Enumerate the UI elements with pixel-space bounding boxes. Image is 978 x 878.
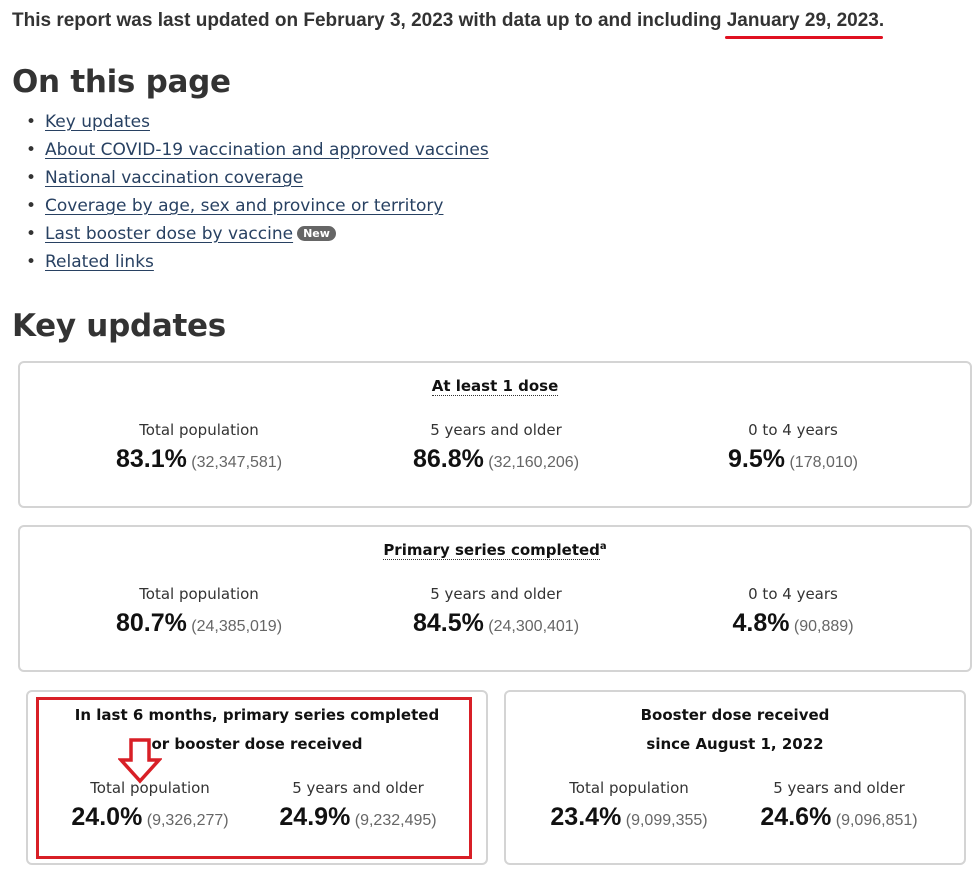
stat-label: Total population <box>139 585 259 603</box>
down-arrow-icon <box>118 738 162 784</box>
toc-link-related-links[interactable]: Related links <box>45 252 154 272</box>
card-booster-dose: Booster dose received since August 1, 20… <box>504 690 966 865</box>
card-title-line-2: or booster dose received <box>151 735 363 753</box>
new-badge: New <box>297 226 336 241</box>
footnote-marker[interactable]: a <box>599 541 607 552</box>
stat-percent: 86.8% <box>412 445 484 473</box>
toc-item: About COVID-19 vaccination and approved … <box>26 136 489 164</box>
card-title: At least 1 dose <box>431 377 559 396</box>
stat-count: (32,160,206) <box>488 454 580 471</box>
stat-count: (9,326,277) <box>146 812 229 829</box>
stat-label: 5 years and older <box>430 421 562 439</box>
toc-item: Coverage by age, sex and province or ter… <box>26 192 489 220</box>
stat-label: 5 years and older <box>430 585 562 603</box>
toc-link-national-coverage[interactable]: National vaccination coverage <box>45 168 304 188</box>
stat-total-population: Total population 83.1% (32,347,581) <box>49 421 349 474</box>
stat-count: (24,300,401) <box>488 618 580 635</box>
stat-total-population: Total population 80.7% (24,385,019) <box>49 585 349 638</box>
toc-link-last-booster[interactable]: Last booster dose by vaccine <box>45 224 294 244</box>
stat-count: (9,096,851) <box>835 812 918 829</box>
last-updated-suffix: . <box>878 10 885 31</box>
stat-percent: 83.1% <box>115 445 187 473</box>
stat-count: (90,889) <box>793 618 854 635</box>
stat-count: (178,010) <box>789 454 858 471</box>
stat-total-population: Total population 23.4% (9,099,355) <box>479 779 779 832</box>
stat-percent: 24.0% <box>71 803 143 831</box>
stat-count: (32,347,581) <box>191 454 283 471</box>
toc-link-key-updates[interactable]: Key updates <box>45 112 150 132</box>
stat-count: (9,099,355) <box>625 812 708 829</box>
stat-count: (24,385,019) <box>191 618 283 635</box>
stat-total-population: Total population 24.0% (9,326,277) <box>0 779 300 832</box>
card-title-line-1: Booster dose received <box>640 706 830 724</box>
stat-label: 0 to 4 years <box>748 585 838 603</box>
toc-item: National vaccination coverage <box>26 164 489 192</box>
stat-5-and-older: 5 years and older 24.6% (9,096,851) <box>689 779 978 832</box>
card-last-6-months: In last 6 months, primary series complet… <box>26 690 488 865</box>
annotation-highlight-box <box>36 697 472 859</box>
on-this-page-list: Key updates About COVID-19 vaccination a… <box>26 108 489 276</box>
toc-item: Key updates <box>26 108 489 136</box>
stat-percent: 4.8% <box>732 609 790 637</box>
stat-label: Total population <box>139 421 259 439</box>
stat-0-to-4: 0 to 4 years 9.5% (178,010) <box>643 421 943 474</box>
key-updates-heading: Key updates <box>12 308 226 344</box>
card-title-line-1: In last 6 months, primary series complet… <box>74 706 440 724</box>
card-primary-series: Primary series completeda Total populati… <box>18 525 972 672</box>
last-updated-text: This report was last updated on February… <box>12 10 727 31</box>
data-date-underlined: January 29, 2023 <box>726 10 879 31</box>
stat-label: Total population <box>569 779 689 797</box>
stat-count: (9,232,495) <box>354 812 437 829</box>
stat-5-and-older: 5 years and older 84.5% (24,300,401) <box>346 585 646 638</box>
stat-label: 5 years and older <box>773 779 905 797</box>
toc-item: Related links <box>26 248 489 276</box>
stat-label: 0 to 4 years <box>748 421 838 439</box>
toc-link-about-vaccination[interactable]: About COVID-19 vaccination and approved … <box>45 140 489 160</box>
toc-link-coverage-by-age[interactable]: Coverage by age, sex and province or ter… <box>45 196 444 216</box>
stat-0-to-4: 0 to 4 years 4.8% (90,889) <box>643 585 943 638</box>
stat-5-and-older: 5 years and older 24.9% (9,232,495) <box>208 779 508 832</box>
stat-label: 5 years and older <box>292 779 424 797</box>
card-title: Primary series completeda <box>383 541 607 560</box>
stat-percent: 23.4% <box>550 803 622 831</box>
stat-label: Total population <box>90 779 210 797</box>
stat-percent: 24.9% <box>279 803 351 831</box>
stat-percent: 80.7% <box>115 609 187 637</box>
stat-percent: 84.5% <box>412 609 484 637</box>
stat-percent: 9.5% <box>728 445 786 473</box>
on-this-page-heading: On this page <box>12 64 231 100</box>
last-updated-notice: This report was last updated on February… <box>12 10 884 32</box>
stat-5-and-older: 5 years and older 86.8% (32,160,206) <box>346 421 646 474</box>
card-title-line-2: since August 1, 2022 <box>646 735 824 753</box>
stat-percent: 24.6% <box>760 803 832 831</box>
card-at-least-one-dose: At least 1 dose Total population 83.1% (… <box>18 361 972 508</box>
